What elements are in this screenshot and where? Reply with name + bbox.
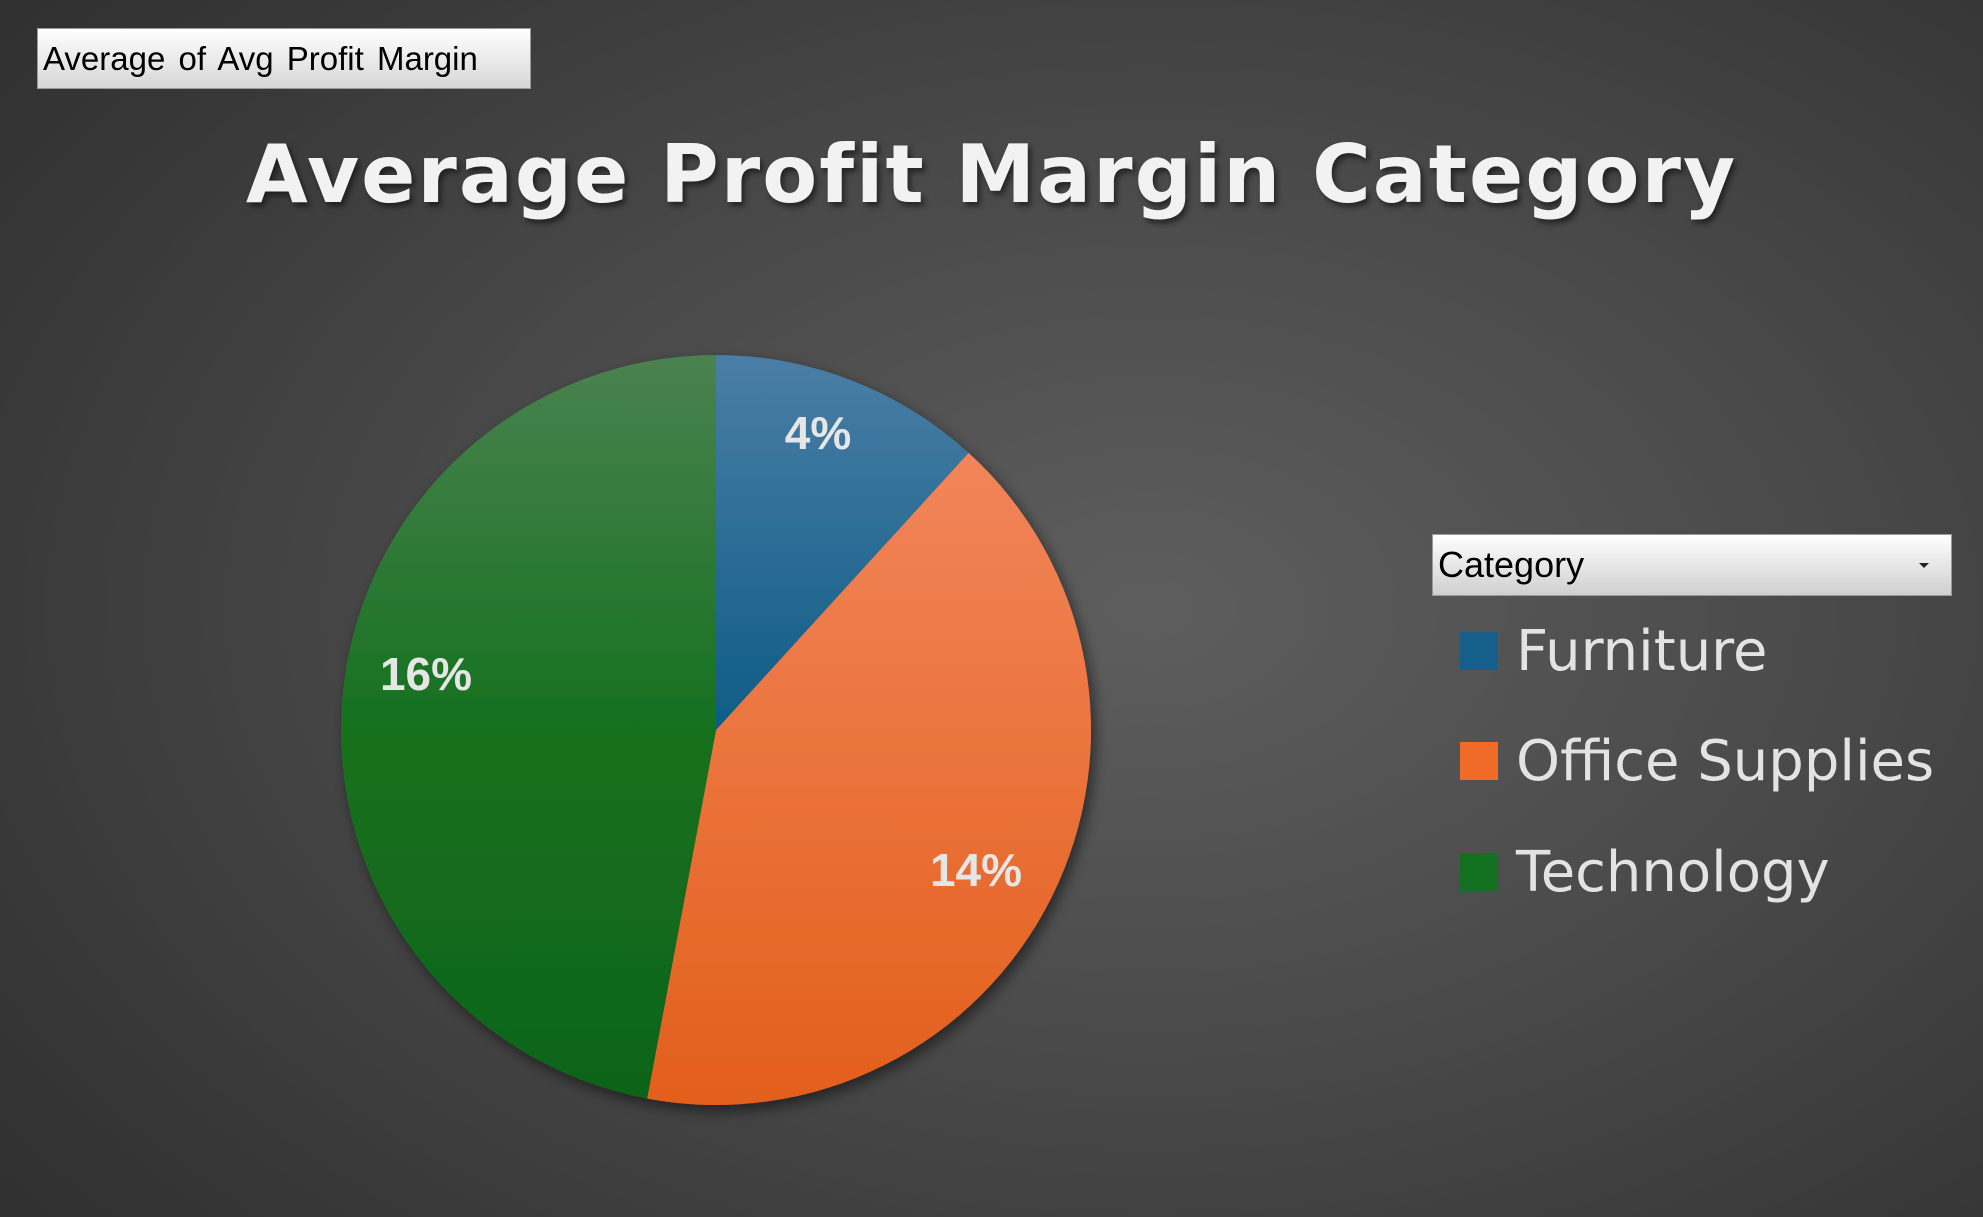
legend-header-label: Category bbox=[1438, 544, 1585, 585]
legend-item-office-supplies: Office Supplies bbox=[1460, 726, 1934, 796]
legend-label-furniture: Furniture bbox=[1516, 618, 1768, 684]
legend-item-furniture: Furniture bbox=[1460, 616, 1767, 686]
legend-label-technology: Technology bbox=[1516, 839, 1830, 905]
legend-label-office-supplies: Office Supplies bbox=[1516, 728, 1935, 794]
dropdown-arrow-icon[interactable] bbox=[1919, 563, 1929, 568]
legend-filter-button[interactable]: Category bbox=[1432, 534, 1952, 596]
data-label-office-supplies: 14% bbox=[930, 844, 1022, 896]
pie-slice-office-supplies[interactable] bbox=[647, 452, 1091, 1105]
legend-swatch-office-supplies bbox=[1460, 742, 1498, 780]
legend-swatch-furniture bbox=[1460, 632, 1498, 670]
data-label-furniture: 4% bbox=[785, 407, 851, 459]
legend-swatch-technology bbox=[1460, 853, 1498, 891]
pie-slice-furniture[interactable] bbox=[716, 355, 969, 730]
legend: Category Furniture Office Supplies Techn… bbox=[1432, 534, 1952, 905]
pie-slice-technology[interactable] bbox=[341, 355, 716, 1099]
value-field-button[interactable]: Average of Avg Profit Margin bbox=[37, 28, 531, 89]
legend-item-technology: Technology bbox=[1460, 837, 1830, 907]
chart-title: Average Profit Margin Category bbox=[245, 128, 1738, 221]
data-label-technology: 16% bbox=[380, 648, 472, 700]
